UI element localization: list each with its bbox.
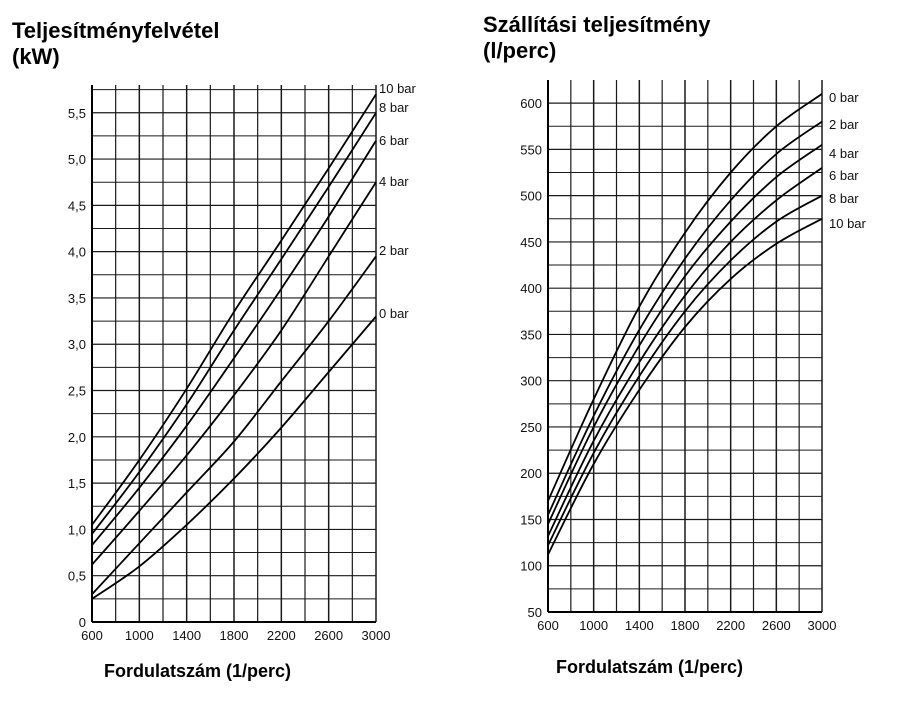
- right-y-tick-label: 600: [520, 96, 542, 111]
- right-chart-title-main: Szállítási teljesítmény: [483, 12, 711, 37]
- left-series-label: 4 bar: [379, 174, 409, 189]
- left-y-tick-label: 2,5: [68, 384, 86, 399]
- left-series-line-10-bar: [91, 93, 377, 526]
- left-series-label: 6 bar: [379, 133, 409, 148]
- right-x-tick-label: 1000: [579, 618, 608, 633]
- right-chart-title: Szállítási teljesítmény (l/perc): [483, 12, 710, 64]
- left-series-line-8-bar: [91, 112, 377, 535]
- right-chart-title-unit: (l/perc): [483, 38, 557, 63]
- left-y-tick-label: 0,5: [68, 569, 86, 584]
- right-y-tick-label: 400: [520, 281, 542, 296]
- left-chart-title-unit: (kW): [12, 44, 60, 69]
- left-chart-xlabel: Fordulatszám (1/perc): [104, 661, 292, 681]
- right-series-label: 4 bar: [829, 146, 859, 161]
- left-y-tick-label: 3,0: [68, 337, 86, 352]
- right-y-tick-label: 350: [520, 327, 542, 342]
- left-y-tick-label: 5,5: [68, 106, 86, 121]
- left-x-tick-label: 600: [81, 628, 103, 643]
- left-y-tick-label: 5,0: [68, 152, 86, 167]
- right-y-tick-label: 200: [520, 466, 542, 481]
- left-series-line-2-bar: [91, 255, 377, 595]
- left-series-line-0-bar: [91, 315, 377, 600]
- left-series-label: 0 bar: [379, 306, 409, 321]
- right-x-tick-label: 1400: [625, 618, 654, 633]
- right-series-label: 10 bar: [829, 216, 867, 231]
- left-x-tick-label: 1000: [125, 628, 154, 643]
- right-series-line-0-bar: [547, 93, 823, 502]
- left-y-tick-label: 2,0: [68, 430, 86, 445]
- left-y-tick-label: 4,0: [68, 245, 86, 260]
- right-series-line-10-bar: [547, 218, 823, 556]
- right-y-tick-label: 100: [520, 559, 542, 574]
- right-series-label: 6 bar: [829, 168, 859, 183]
- left-x-tick-label: 3000: [362, 628, 391, 643]
- right-series-line-6-bar: [547, 167, 823, 537]
- right-series-line-2-bar: [547, 120, 823, 516]
- left-series-line-6-bar: [91, 140, 377, 546]
- right-y-tick-label: 250: [520, 420, 542, 435]
- right-x-tick-label: 600: [537, 618, 559, 633]
- left-x-tick-label: 2600: [314, 628, 343, 643]
- right-x-tick-label: 3000: [808, 618, 837, 633]
- right-series-label: 2 bar: [829, 117, 859, 132]
- right-x-tick-label: 1800: [671, 618, 700, 633]
- right-series-line-4-bar: [547, 144, 823, 525]
- right-y-tick-label: 500: [520, 189, 542, 204]
- left-series-line-4-bar: [91, 181, 377, 566]
- right-y-tick-label: 300: [520, 374, 542, 389]
- right-chart-xlabel: Fordulatszám (1/perc): [556, 657, 744, 677]
- left-y-tick-label: 4,5: [68, 198, 86, 213]
- right-x-tick-label: 2200: [716, 618, 745, 633]
- left-series-label: 2 bar: [379, 243, 409, 258]
- left-series-label: 8 bar: [379, 100, 409, 115]
- left-series-label: 10 bar: [379, 81, 417, 96]
- right-series-line-8-bar: [547, 194, 823, 546]
- right-series-label: 0 bar: [829, 90, 859, 105]
- left-y-tick-label: 0: [79, 615, 86, 630]
- left-y-tick-label: 1,0: [68, 522, 86, 537]
- right-y-tick-label: 150: [520, 512, 542, 527]
- left-x-tick-label: 2200: [267, 628, 296, 643]
- right-series-label: 8 bar: [829, 191, 859, 206]
- right-y-tick-label: 50: [528, 605, 542, 620]
- right-x-tick-label: 2600: [762, 618, 791, 633]
- right-y-tick-label: 450: [520, 235, 542, 250]
- right-y-tick-label: 550: [520, 142, 542, 157]
- left-x-tick-label: 1400: [172, 628, 201, 643]
- left-chart-title-main: Teljesítményfelvétel: [12, 18, 220, 43]
- left-y-tick-label: 1,5: [68, 476, 86, 491]
- left-x-tick-label: 1800: [220, 628, 249, 643]
- left-y-tick-label: 3,5: [68, 291, 86, 306]
- left-chart-title: Teljesítményfelvétel (kW): [12, 18, 219, 70]
